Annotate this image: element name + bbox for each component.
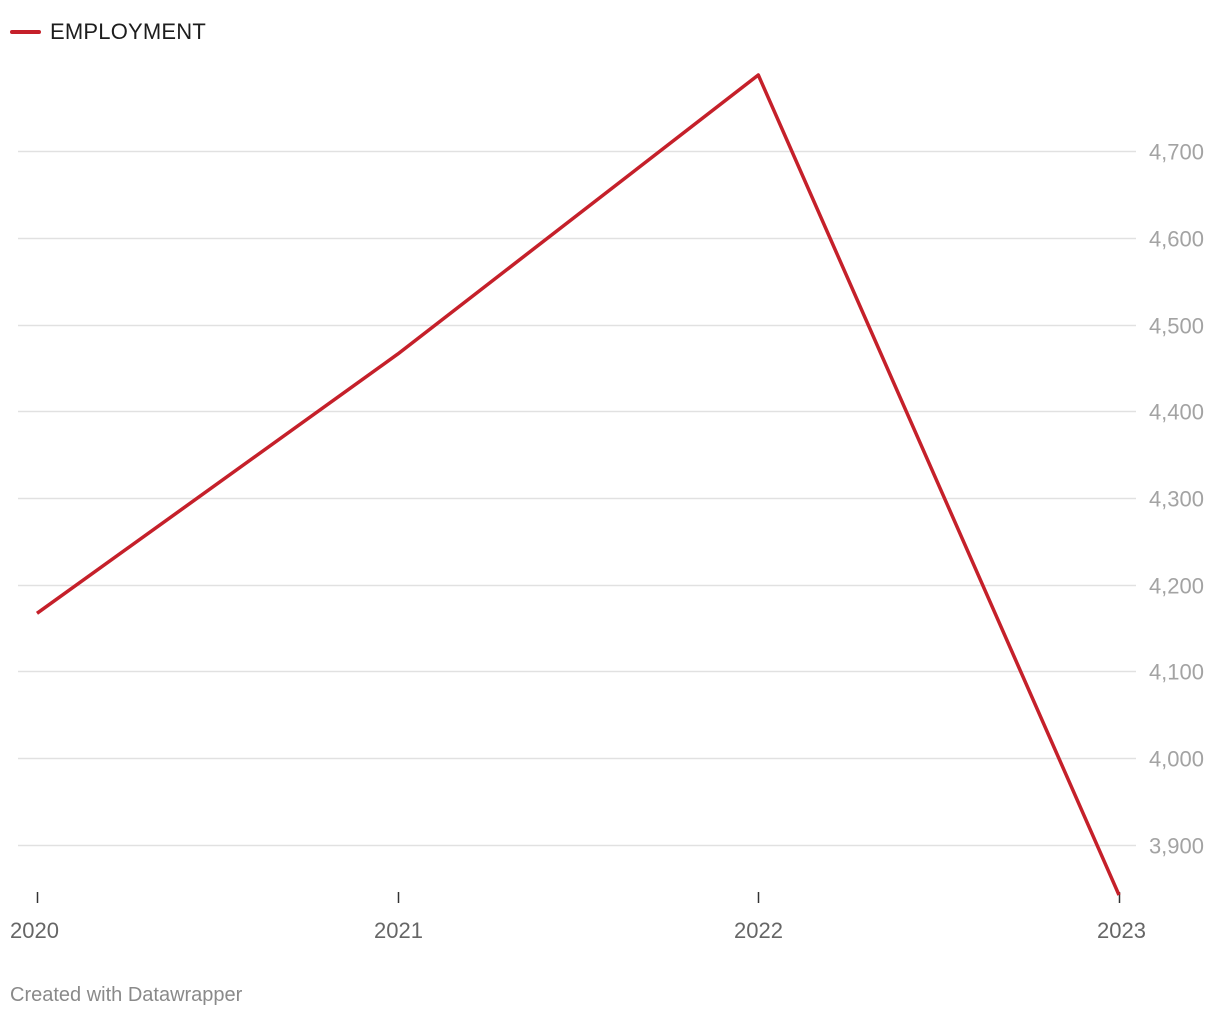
x-tick-label: 2022 xyxy=(734,918,783,943)
y-tick-label: 4,100 xyxy=(1149,660,1204,685)
x-axis: 2020 2021 2022 2023 xyxy=(10,892,1146,943)
y-tick-label: 4,700 xyxy=(1149,140,1204,165)
legend-swatch-employment xyxy=(10,30,41,34)
y-tick-label: 3,900 xyxy=(1149,834,1204,859)
y-tick-label: 4,500 xyxy=(1149,314,1204,339)
legend: EMPLOYMENT xyxy=(10,18,206,46)
legend-label-employment: EMPLOYMENT xyxy=(50,19,207,44)
series-line-employment xyxy=(35,73,1121,896)
y-tick-label: 4,200 xyxy=(1149,574,1204,599)
y-tick-label: 4,600 xyxy=(1149,227,1204,252)
y-tick-label: 4,400 xyxy=(1149,400,1204,425)
series-lines xyxy=(35,73,1121,896)
x-tick-label: 2023 xyxy=(1097,918,1146,943)
x-tick-label: 2021 xyxy=(374,918,423,943)
y-tick-label: 4,300 xyxy=(1149,487,1204,512)
y-tick-label: 4,000 xyxy=(1149,747,1204,772)
gridlines xyxy=(18,150,1136,847)
y-axis-labels: 3,900 4,000 4,100 4,200 4,300 4,400 4,500 4,600… xyxy=(1149,140,1204,859)
x-tick-label: 2020 xyxy=(10,918,59,943)
credit-text: Created with Datawrapper xyxy=(10,984,243,1006)
